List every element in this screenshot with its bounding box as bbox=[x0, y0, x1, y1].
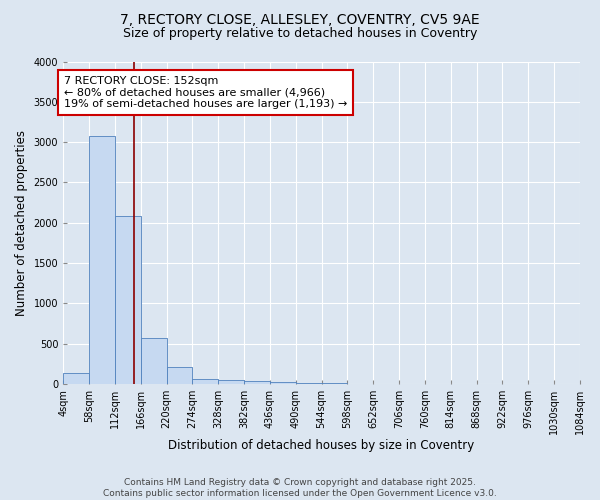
Bar bbox=[115, 216, 140, 384]
Text: Contains HM Land Registry data © Crown copyright and database right 2025.
Contai: Contains HM Land Registry data © Crown c… bbox=[103, 478, 497, 498]
Bar bbox=[89, 136, 115, 384]
Bar bbox=[244, 381, 270, 384]
Bar bbox=[218, 380, 244, 384]
Bar bbox=[167, 367, 193, 384]
Text: 7 RECTORY CLOSE: 152sqm
← 80% of detached houses are smaller (4,966)
19% of semi: 7 RECTORY CLOSE: 152sqm ← 80% of detache… bbox=[64, 76, 347, 109]
Bar bbox=[296, 383, 322, 384]
Text: Size of property relative to detached houses in Coventry: Size of property relative to detached ho… bbox=[123, 28, 477, 40]
X-axis label: Distribution of detached houses by size in Coventry: Distribution of detached houses by size … bbox=[169, 440, 475, 452]
Bar bbox=[270, 382, 296, 384]
Text: 7, RECTORY CLOSE, ALLESLEY, COVENTRY, CV5 9AE: 7, RECTORY CLOSE, ALLESLEY, COVENTRY, CV… bbox=[120, 12, 480, 26]
Bar bbox=[63, 374, 89, 384]
Bar bbox=[193, 378, 218, 384]
Bar bbox=[140, 338, 167, 384]
Y-axis label: Number of detached properties: Number of detached properties bbox=[15, 130, 28, 316]
